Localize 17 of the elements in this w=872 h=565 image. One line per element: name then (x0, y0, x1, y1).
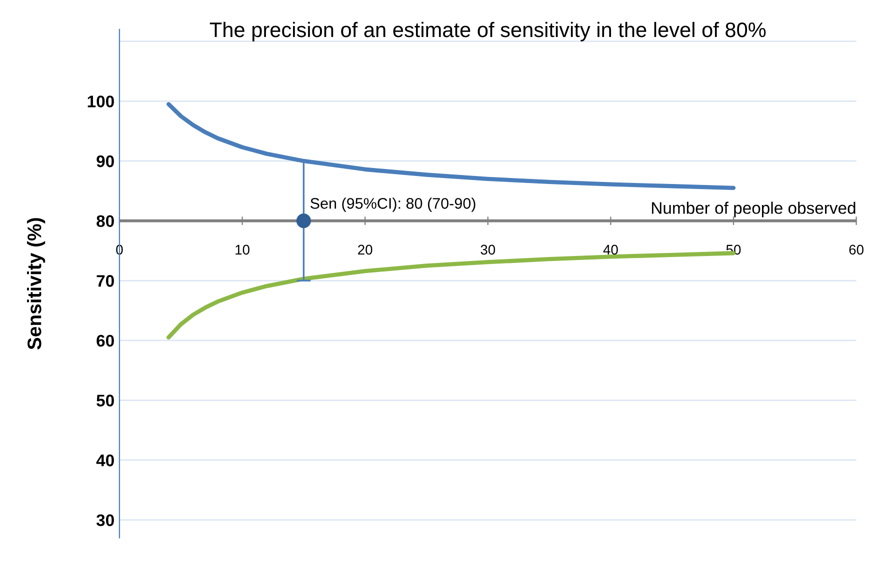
y-tick-label: 90 (96, 155, 114, 168)
chart-title: The precision of an estimate of sensitivity in the level of 80% (210, 22, 766, 42)
y-tick-label: 100 (88, 96, 114, 108)
x-tick-label: 30 (480, 244, 496, 255)
y-tick-label: 50 (96, 394, 114, 406)
x-tick-label: 10 (236, 244, 250, 255)
y-tick-label: 60 (96, 334, 114, 347)
x-tick-label: 20 (358, 244, 372, 255)
y-tick-label: 80 (96, 215, 114, 228)
y-axis-title: Sensitivity (%) (27, 218, 46, 350)
y-tick-label: 40 (96, 454, 114, 466)
y-tick-label: 70 (96, 275, 114, 287)
x-tick-label: 40 (603, 244, 618, 255)
annotation: Sen (95%CI): 80 (70-90) (310, 198, 476, 212)
y-tick-label: 30 (96, 514, 114, 526)
x-axis-title: Number of people observed (652, 202, 856, 218)
x-tick-label: 60 (849, 244, 864, 255)
